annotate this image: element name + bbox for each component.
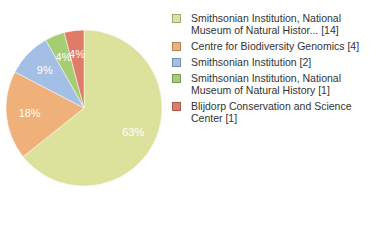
legend-label: Smithsonian Institution, National Museum… bbox=[191, 12, 361, 36]
legend-swatch bbox=[172, 74, 181, 83]
pie-area: 63%18%9%4%4% bbox=[0, 0, 170, 240]
legend-swatch bbox=[172, 14, 181, 23]
chart-root: 63%18%9%4%4% Smithsonian Institution, Na… bbox=[0, 0, 380, 240]
data-label: 9% bbox=[37, 64, 53, 76]
legend-swatch bbox=[172, 58, 181, 67]
legend-swatch bbox=[172, 102, 181, 111]
legend-label: Smithsonian Institution [2] bbox=[191, 56, 361, 68]
legend-swatch bbox=[172, 42, 181, 51]
data-label: 63% bbox=[122, 126, 144, 138]
legend-label: Centre for Biodiversity Genomics [4] bbox=[191, 40, 361, 52]
legend-label: Smithsonian Institution, National Museum… bbox=[191, 72, 361, 96]
legend-item: Blijdorp Conservation and Science Center… bbox=[172, 100, 377, 124]
legend-label: Blijdorp Conservation and Science Center… bbox=[191, 100, 361, 124]
data-label: 4% bbox=[69, 48, 85, 60]
legend-item: Centre for Biodiversity Genomics [4] bbox=[172, 40, 377, 52]
legend-item: Smithsonian Institution, National Museum… bbox=[172, 12, 377, 36]
legend-item: Smithsonian Institution, National Museum… bbox=[172, 72, 377, 96]
legend: Smithsonian Institution, National Museum… bbox=[172, 12, 377, 128]
pie-slice bbox=[64, 30, 84, 108]
data-label: 18% bbox=[19, 107, 41, 119]
legend-item: Smithsonian Institution [2] bbox=[172, 56, 377, 68]
